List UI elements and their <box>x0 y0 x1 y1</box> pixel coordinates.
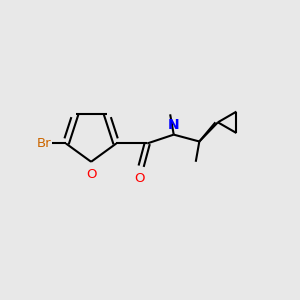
Text: O: O <box>86 168 96 181</box>
Text: N: N <box>168 118 179 132</box>
Text: Br: Br <box>37 137 51 150</box>
Text: O: O <box>134 172 145 185</box>
